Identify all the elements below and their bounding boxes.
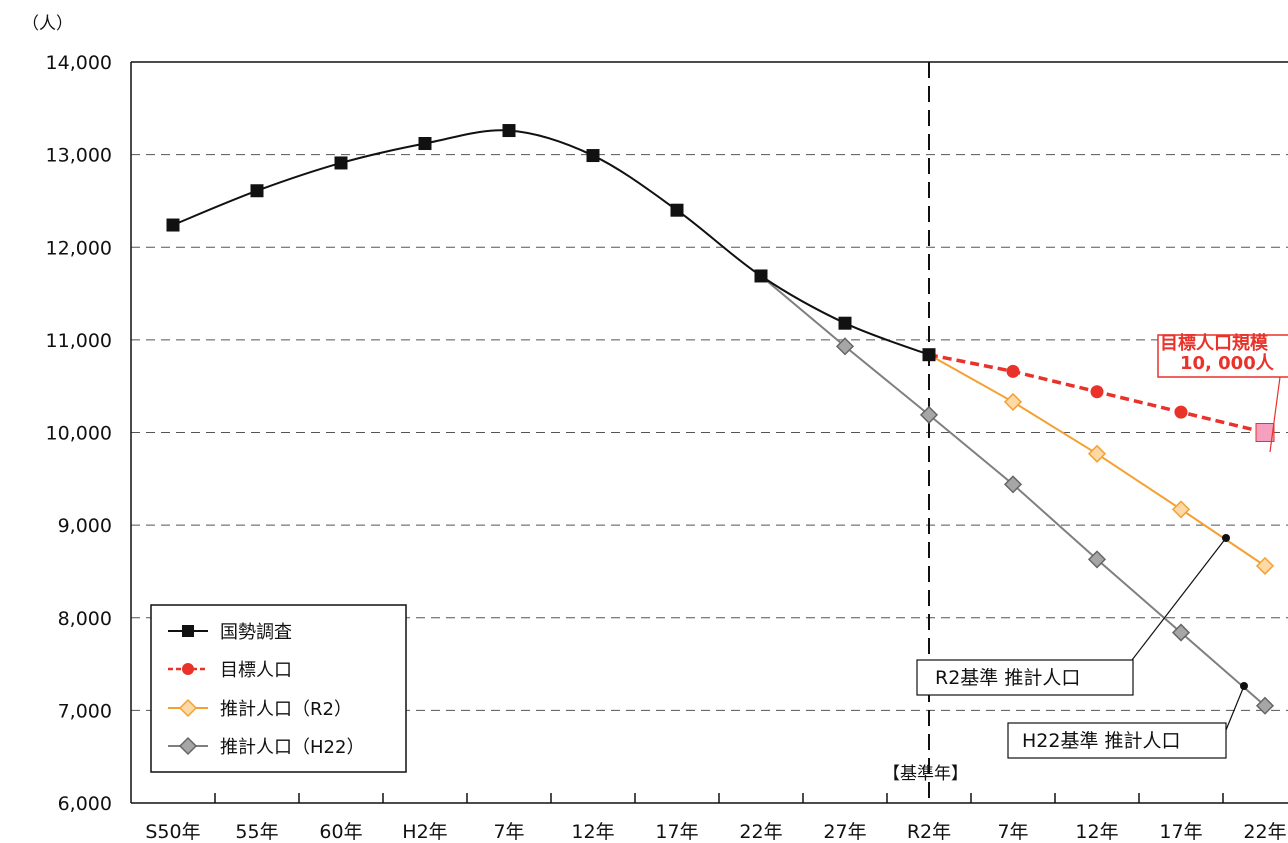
data-point — [1090, 385, 1104, 399]
data-point — [250, 184, 264, 198]
data-point — [502, 124, 516, 138]
data-point — [1255, 696, 1275, 715]
r2-callout-leader — [1131, 537, 1227, 661]
data-point — [835, 337, 855, 356]
target-callout-line1: 目標人口規模 — [1160, 332, 1269, 354]
x-tick-label: 12年 — [1075, 821, 1118, 843]
legend-marker-target — [182, 663, 194, 675]
x-tick-label: 17年 — [1159, 821, 1202, 843]
y-tick-label: 14,000 — [46, 52, 112, 74]
target-callout-box — [1157, 334, 1288, 378]
legend-label-census: 国勢調査 — [220, 622, 292, 643]
x-tick-label: 22年 — [1243, 821, 1286, 843]
h22-callout-leader — [1225, 685, 1245, 731]
legend-item-census: 国勢調査 — [168, 622, 292, 643]
series-3 — [760, 275, 1275, 715]
series-line-0 — [172, 129, 930, 356]
axes — [130, 61, 1288, 804]
data-point — [919, 405, 939, 424]
x-tick-label: 27年 — [823, 821, 866, 843]
y-tick-label: 9,000 — [58, 515, 112, 537]
series-1 — [928, 352, 1275, 442]
legend-item-target: 目標人口 — [168, 660, 292, 681]
x-tick-label: 12年 — [571, 821, 614, 843]
y-tick-label: 10,000 — [46, 423, 112, 445]
y-tick-labels: 6,000 7,000 8,000 9,000 10,000 11,000 12,000 13… — [46, 52, 112, 815]
target-callout-leader — [1269, 376, 1281, 453]
x-tick-label: 17年 — [655, 821, 698, 843]
x-tick-label: 7年 — [997, 821, 1028, 843]
gridlines — [131, 154, 1288, 711]
r2-callout-label: R2基準 推計人口 — [935, 667, 1080, 689]
legend: 国勢調査 目標人口 推計人口（R2） 推計人口（H22） — [150, 604, 407, 773]
data-point — [586, 149, 600, 163]
y-tick-label: 13,000 — [46, 145, 112, 167]
h22-callout-label: H22基準 推計人口 — [1022, 730, 1181, 752]
data-point-target — [1255, 423, 1275, 442]
data-point — [838, 316, 852, 330]
h22-callout: H22基準 推計人口 — [1007, 682, 1248, 759]
legend-label-h22: 推計人口（H22） — [220, 737, 364, 758]
data-point — [1255, 556, 1275, 575]
y-tick-label: 7,000 — [58, 700, 112, 722]
x-tick-label: 60年 — [319, 821, 362, 843]
base-year-label: 【基準年】 — [883, 764, 968, 784]
data-point — [418, 137, 432, 151]
series-0 — [166, 124, 936, 362]
r2-callout: R2基準 推計人口 — [916, 534, 1230, 696]
legend-marker-census — [182, 625, 194, 637]
data-point — [166, 218, 180, 232]
y-tick-label: 11,000 — [46, 330, 112, 352]
x-tick-label: 7年 — [493, 821, 524, 843]
legend-marker-r2 — [178, 698, 198, 718]
data-point — [922, 348, 936, 362]
data-point — [1006, 364, 1020, 378]
data-point — [1171, 500, 1191, 519]
y-axis-unit-label: （人） — [22, 14, 73, 34]
series-2 — [928, 353, 1275, 575]
r2-callout-box — [916, 659, 1134, 696]
h22-callout-box — [1007, 722, 1227, 759]
x-tick-label: S50年 — [145, 821, 200, 843]
data-point — [754, 269, 768, 283]
legend-label-r2: 推計人口（R2） — [220, 699, 352, 720]
target-callout: 目標人口規模 10, 000人 — [1157, 332, 1288, 453]
data-point — [1003, 392, 1023, 411]
y-tick-label: 6,000 — [58, 793, 112, 815]
x-tick-label: R2年 — [907, 821, 951, 843]
y-tick-label: 8,000 — [58, 608, 112, 630]
legend-item-r2: 推計人口（R2） — [168, 698, 352, 720]
data-point — [1087, 444, 1107, 463]
x-tick-label: 55年 — [235, 821, 278, 843]
x-tick-label: H2年 — [402, 821, 447, 843]
y-tick-label: 12,000 — [46, 237, 112, 259]
data-point — [334, 156, 348, 170]
x-tick-label: 22年 — [739, 821, 782, 843]
legend-label-target: 目標人口 — [220, 660, 292, 681]
series — [166, 124, 1275, 715]
data-point — [1174, 405, 1188, 419]
target-callout-line2: 10, 000人 — [1180, 353, 1275, 374]
data-point — [670, 203, 684, 217]
data-point — [1087, 550, 1107, 569]
x-tick-labels: S50年 55年 60年 H2年 7年 12年 17年 22年 27年 R2年 7年 12年 17年 22… — [145, 821, 1286, 843]
h22-callout-dot — [1240, 682, 1248, 690]
legend-item-h22: 推計人口（H22） — [168, 736, 364, 758]
data-point — [1003, 475, 1023, 494]
data-point — [1171, 623, 1191, 642]
legend-marker-h22 — [178, 736, 198, 756]
r2-callout-dot — [1222, 534, 1230, 542]
